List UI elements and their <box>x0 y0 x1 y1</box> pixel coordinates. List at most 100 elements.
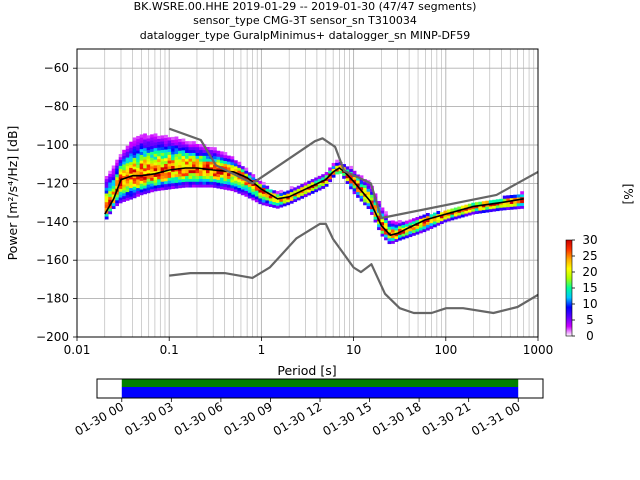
heatmap-cell <box>143 150 147 154</box>
heatmap-cell <box>118 154 123 158</box>
heatmap-cell <box>125 194 130 198</box>
heatmap-cell <box>408 230 413 235</box>
high-noise-model-curve <box>168 127 538 220</box>
heatmap-cell <box>136 193 140 197</box>
heatmap-cell <box>279 189 284 194</box>
heatmap-cell <box>443 219 448 223</box>
heatmap-cell <box>415 231 420 235</box>
heatmap-cell <box>296 188 301 192</box>
heatmap-cell <box>129 196 133 200</box>
heatmap-cell <box>384 225 388 229</box>
timeline-tick-label: 01-30 12 <box>271 399 325 438</box>
heatmap-cell <box>115 202 120 207</box>
heatmap-cell <box>324 180 329 184</box>
heatmap-cell <box>209 164 214 168</box>
heatmap-cell <box>439 220 444 225</box>
heatmap-cell <box>209 169 214 174</box>
heatmap-cell <box>206 161 210 165</box>
heatmap-cell <box>132 180 137 184</box>
heatmap-cell <box>108 188 113 192</box>
heatmap-cell <box>492 205 497 209</box>
heatmap-cell <box>328 170 332 174</box>
heatmap-cell <box>164 180 168 185</box>
heatmap-cell <box>146 141 151 145</box>
heatmap-cell <box>122 149 127 153</box>
heatmap-cell <box>359 198 364 202</box>
heatmap-cell <box>300 192 305 196</box>
heatmap-cell <box>499 207 504 211</box>
heatmap-cell <box>377 200 381 205</box>
heatmap-cell <box>146 161 151 165</box>
heatmap-cell <box>425 224 430 228</box>
heatmap-cell <box>122 152 127 156</box>
heatmap-cell <box>153 162 158 166</box>
y-tick-label: −60 <box>44 61 69 75</box>
heatmap-cell <box>439 217 444 222</box>
heatmap-cell <box>122 190 127 194</box>
heatmap-cell <box>349 183 353 187</box>
heatmap-cell <box>373 207 378 211</box>
heatmap-cell <box>164 175 168 179</box>
heatmap-cell <box>356 188 360 193</box>
heatmap-cell <box>520 205 525 209</box>
heatmap-cell <box>258 183 263 187</box>
heatmap-cell <box>150 163 154 167</box>
heatmap-cell <box>143 142 147 146</box>
heatmap-cell <box>118 197 123 201</box>
heatmap-cell <box>303 193 308 198</box>
heatmap-cell <box>405 220 409 224</box>
heatmap-cell <box>111 174 116 178</box>
heatmap-cell <box>251 177 256 181</box>
heatmap-cell <box>506 203 511 208</box>
heatmap-cell <box>310 187 315 191</box>
heatmap-cell <box>499 204 504 208</box>
heatmap-cell <box>160 167 165 171</box>
heatmap-cell <box>153 185 158 189</box>
heatmap-cell <box>268 200 273 205</box>
heatmap-cell <box>275 205 280 209</box>
heatmap-cell <box>450 217 455 221</box>
heatmap-cell <box>104 201 109 206</box>
heatmap-cell <box>153 167 158 172</box>
heatmap-cell <box>408 219 413 223</box>
heatmap-cell <box>244 170 249 174</box>
heatmap-cell <box>380 233 385 237</box>
heatmap-cell <box>216 150 221 154</box>
heatmap-cell <box>104 199 109 203</box>
heatmap-cell <box>188 149 193 153</box>
heatmap-cell <box>474 210 479 215</box>
heatmap-cell <box>118 159 123 163</box>
heatmap-cell <box>296 194 301 198</box>
heatmap-cell <box>167 160 172 164</box>
heatmap-cell <box>160 149 165 153</box>
heatmap-cell <box>160 175 165 179</box>
heatmap-cell <box>373 213 378 217</box>
heatmap-cell <box>160 184 165 188</box>
heatmap-cell <box>265 194 270 198</box>
heatmap-cell <box>195 164 200 168</box>
heatmap-cell <box>157 138 161 142</box>
heatmap-cell <box>129 170 133 174</box>
heatmap-cell <box>370 191 374 195</box>
heatmap-cell <box>335 159 339 163</box>
heatmap-cell <box>139 137 144 141</box>
colorbar-ticks: 0 5 10 15 20 25 30 <box>572 233 598 343</box>
heatmap-cell <box>356 183 360 187</box>
heatmap-cell <box>139 183 144 187</box>
heatmap-cell <box>188 169 193 174</box>
heatmap-cell <box>129 182 133 186</box>
heatmap-cell <box>230 187 235 192</box>
heatmap-cell <box>157 158 161 163</box>
heatmap-cell <box>136 184 140 189</box>
heatmap-cell <box>157 179 161 183</box>
heatmap-cell <box>286 196 291 200</box>
heatmap-cell <box>174 145 179 149</box>
heatmap-cell <box>502 198 507 202</box>
heatmap-cell <box>146 143 151 148</box>
heatmap-cell <box>160 181 165 185</box>
colorbar-label: [%] <box>621 184 635 205</box>
heatmap-cell <box>282 200 287 204</box>
heatmap-cell <box>129 187 133 191</box>
heatmap-cell <box>139 163 144 167</box>
heatmap-cell <box>150 168 154 173</box>
